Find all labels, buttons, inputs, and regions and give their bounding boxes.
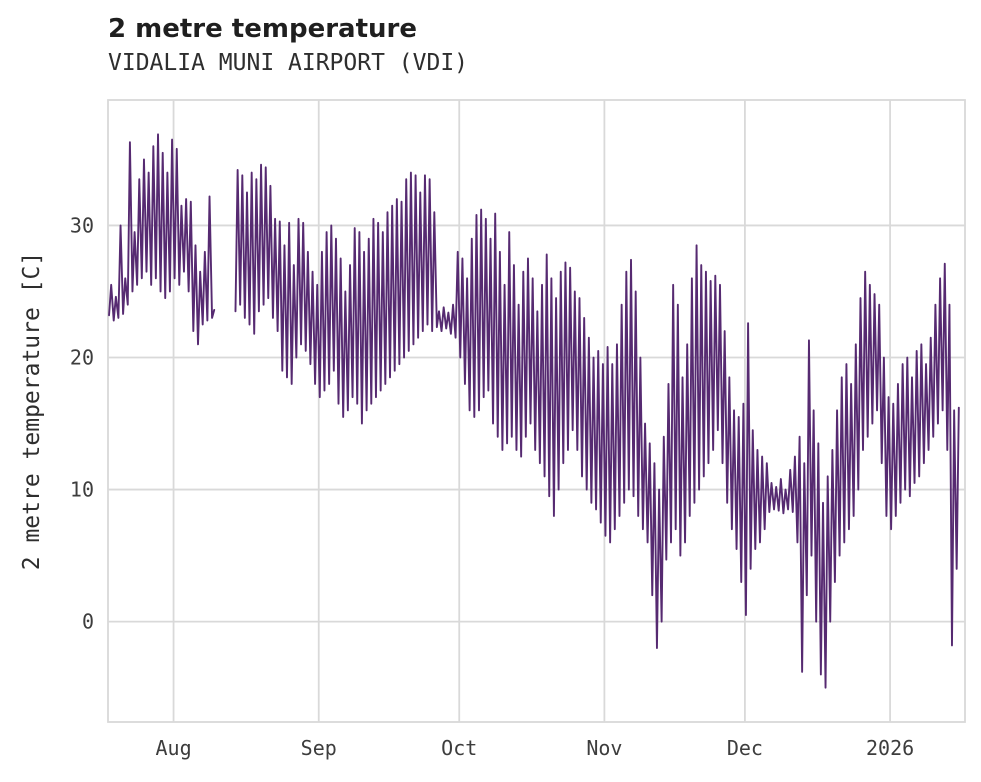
y-tick-label: 30 [70, 213, 94, 237]
y-tick-label: 0 [82, 610, 94, 634]
x-tick-label: 2026 [866, 736, 914, 760]
x-tick-label: Nov [586, 736, 622, 760]
x-tick-label: Sep [301, 736, 337, 760]
x-tick-label: Dec [727, 736, 763, 760]
y-tick-label: 10 [70, 478, 94, 502]
chart-subtitle: VIDALIA MUNI AIRPORT (VDI) [108, 50, 469, 76]
x-tick-label: Aug [156, 736, 192, 760]
temperature-series-path [108, 133, 960, 689]
chart-title: 2 metre temperature [108, 14, 417, 44]
x-tick-label: Oct [441, 736, 477, 760]
y-tick-label: 20 [70, 346, 94, 370]
plot-frame [107, 99, 966, 723]
